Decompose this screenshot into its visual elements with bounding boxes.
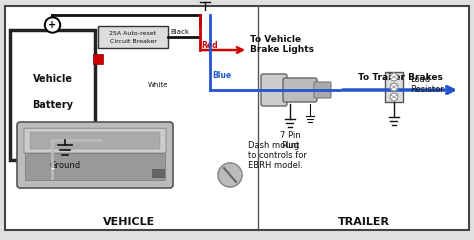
Text: Red: Red: [201, 41, 218, 49]
FancyBboxPatch shape: [314, 82, 331, 98]
Text: EBRH model.: EBRH model.: [248, 161, 303, 169]
Bar: [30, 132, 160, 149]
Bar: [385, 72, 403, 102]
Text: 25A Auto-reset: 25A Auto-reset: [109, 30, 156, 36]
Bar: [93, 54, 103, 64]
Text: Battery: Battery: [32, 100, 73, 110]
Text: +: +: [48, 19, 56, 30]
Text: Black: Black: [170, 29, 189, 35]
Text: To Vehicle: To Vehicle: [250, 36, 301, 44]
Text: Circuit Breaker: Circuit Breaker: [109, 39, 156, 44]
FancyBboxPatch shape: [261, 74, 287, 106]
Bar: [152, 169, 164, 177]
Text: Load: Load: [410, 76, 430, 84]
Text: Blue: Blue: [212, 71, 231, 79]
Text: to controls for: to controls for: [248, 150, 307, 160]
Text: Vehicle: Vehicle: [33, 74, 73, 84]
Circle shape: [390, 83, 398, 91]
Text: Plug: Plug: [281, 140, 299, 150]
Text: -: -: [51, 163, 55, 174]
Text: Ground: Ground: [49, 161, 81, 169]
Bar: [10, 30, 95, 160]
Text: To Trailer Brakes: To Trailer Brakes: [358, 73, 443, 83]
Bar: [25, 153, 165, 180]
FancyBboxPatch shape: [24, 128, 166, 153]
FancyBboxPatch shape: [283, 78, 317, 102]
Text: Brake Lights: Brake Lights: [250, 46, 314, 54]
Circle shape: [45, 17, 61, 33]
Text: White: White: [148, 82, 168, 88]
Circle shape: [46, 19, 58, 31]
Bar: [47, 163, 57, 173]
Bar: [98, 26, 168, 48]
Text: Resistor: Resistor: [410, 85, 444, 95]
Circle shape: [390, 93, 398, 101]
Circle shape: [390, 73, 398, 81]
Text: 7 Pin: 7 Pin: [280, 131, 301, 139]
Text: VEHICLE: VEHICLE: [103, 217, 155, 227]
FancyBboxPatch shape: [17, 122, 173, 188]
Text: Dash mount: Dash mount: [248, 140, 299, 150]
Circle shape: [218, 163, 242, 187]
Text: TRAILER: TRAILER: [337, 217, 390, 227]
